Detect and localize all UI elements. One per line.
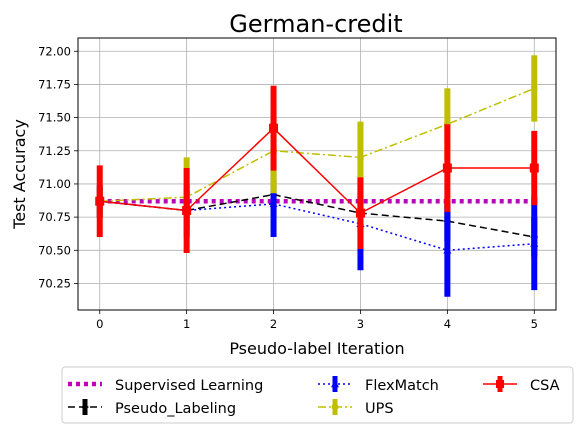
data-point [443,246,452,254]
series-line [99,87,535,202]
legend-item-supervised-learning: Supervised Learning [68,378,263,394]
legend-label: UPS [365,401,394,417]
y-tick-label: 71.00 [38,177,71,191]
x-tick-label: 1 [183,317,190,331]
series-pseudo-labeling [95,178,539,257]
legend-label: CSA [530,378,560,394]
legend-swatch-marker [496,380,504,388]
legend-swatch-marker [81,404,89,410]
series-layer [95,55,539,297]
y-tick-label: 71.50 [38,111,71,125]
x-tick-label: 3 [357,317,364,331]
y-axis-label: Test Accuracy [10,119,29,230]
legend-item-pseudo-labeling: Pseudo_Labeling [68,399,236,417]
x-tick-label: 2 [270,317,277,331]
data-point [182,205,192,215]
data-point [269,199,278,208]
y-tick-label: 70.75 [38,210,71,224]
data-point [355,208,365,218]
legend-label: Supervised Learning [115,378,263,394]
legend-label: Pseudo_Labeling [115,401,236,417]
y-tick-label: 70.50 [38,243,71,257]
x-axis-label: Pseudo-label Iteration [229,339,404,358]
grid-lines [78,38,556,310]
data-point [529,163,539,173]
plot-frame [77,37,557,311]
data-point [269,123,279,133]
legend-swatch-marker [331,405,339,409]
axis-ticks: 0 1 2 3 4 5 70.25 70.50 70.75 71.00 71.25 71.50 71.7… [38,44,538,331]
x-tick-label: 5 [531,317,538,331]
legend: Supervised Learning Pseudo_Labeling FlexMa… [61,366,574,424]
legend-item-ups: UPS [318,399,394,417]
data-point [95,196,105,206]
series-flexmatch [95,170,539,297]
legend-label: FlexMatch [365,378,439,394]
series-ups [96,55,538,238]
legend-swatch-marker [331,380,339,388]
chart-title: German-credit [229,10,402,38]
y-tick-label: 72.00 [38,44,71,58]
x-tick-label: 4 [444,317,451,331]
x-tick-label: 0 [96,317,103,331]
legend-frame [61,366,574,424]
y-tick-label: 70.25 [38,276,71,290]
data-point [442,163,452,173]
series-line [99,127,535,215]
legend-item-flexmatch: FlexMatch [318,376,439,394]
data-point [357,155,364,160]
series-csa [95,85,539,253]
data-point [531,86,538,91]
y-tick-label: 71.75 [38,77,71,91]
legend-item-csa: CSA [483,376,560,394]
y-tick-label: 71.25 [38,144,71,158]
data-point [530,239,539,247]
